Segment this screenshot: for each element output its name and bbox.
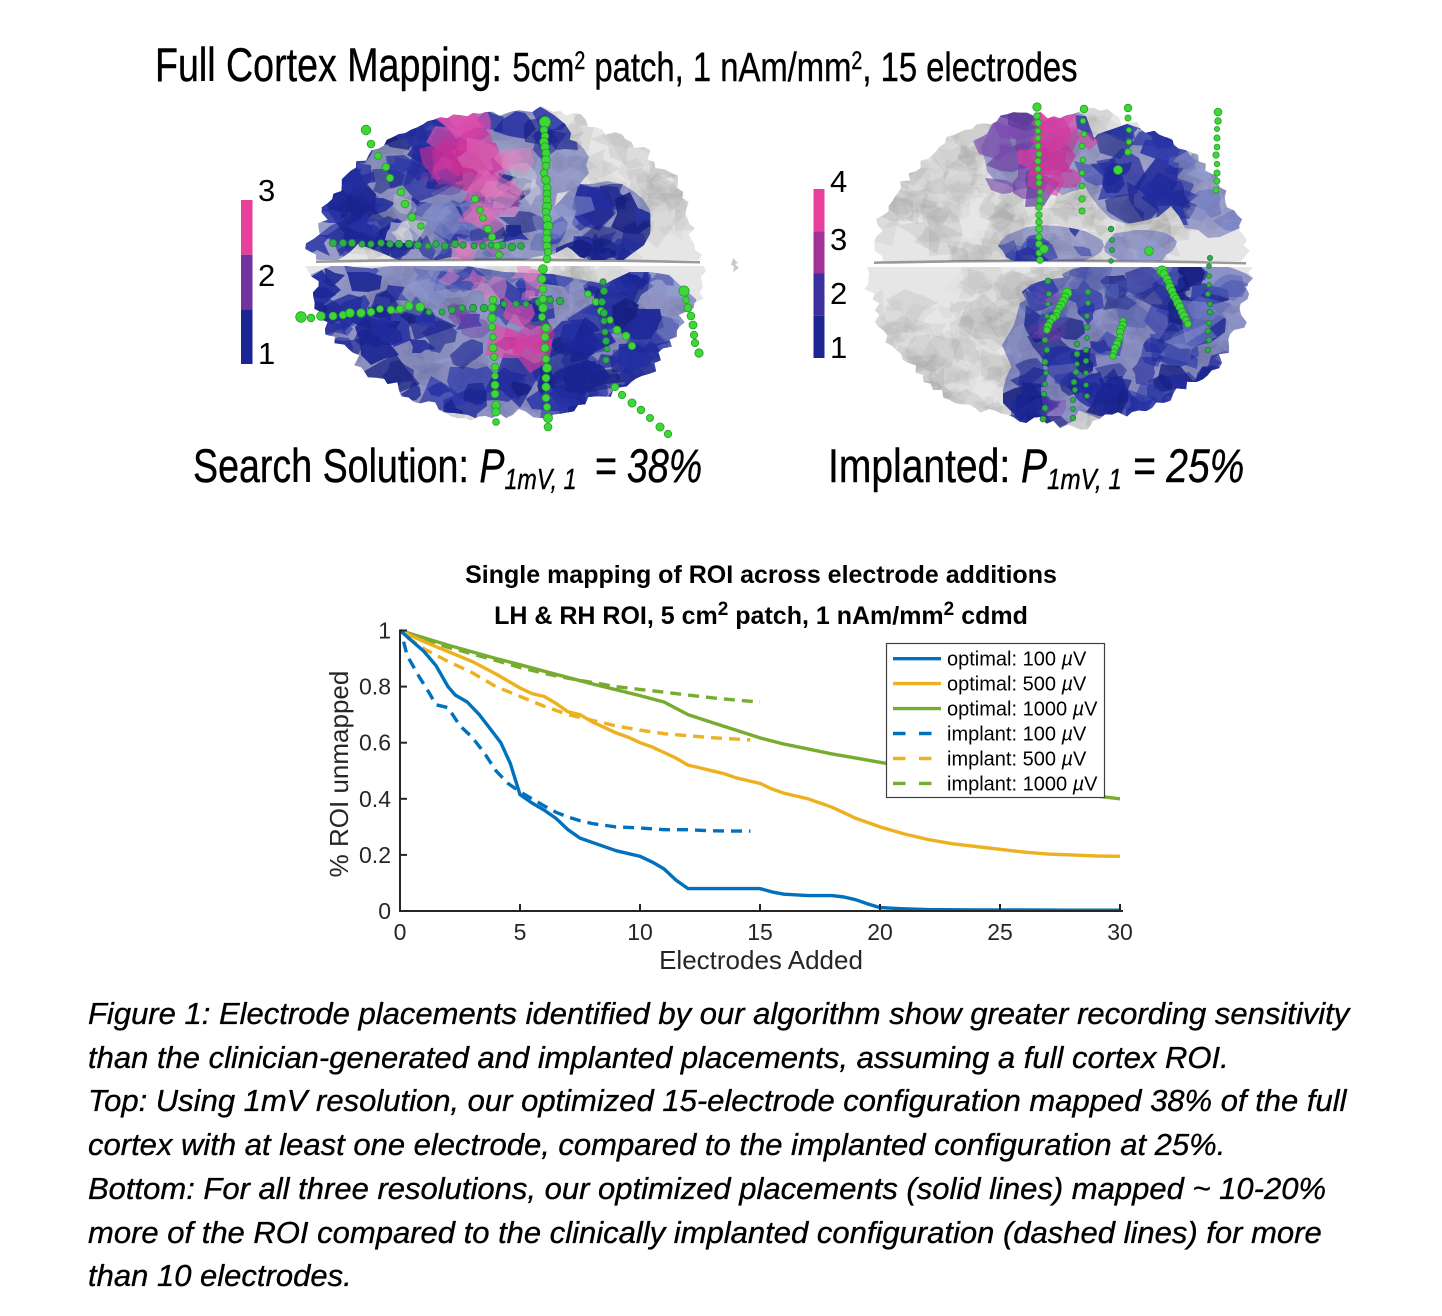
svg-text:% ROI unmapped: % ROI unmapped [324,671,354,878]
svg-text:0.2: 0.2 [359,842,391,868]
svg-text:implant: 1000 µV: implant: 1000 µV [947,773,1098,795]
svg-text:Single mapping of ROI across e: Single mapping of ROI across electrode a… [465,561,1057,589]
svg-text:30: 30 [1107,919,1133,945]
svg-text:10: 10 [627,919,653,945]
svg-text:1: 1 [830,330,847,365]
svg-text:0.4: 0.4 [359,786,391,812]
svg-text:5: 5 [514,919,527,945]
svg-text:1: 1 [378,618,391,644]
svg-text:optimal: 1000 µV: optimal: 1000 µV [947,699,1098,721]
svg-text:0.6: 0.6 [359,730,391,756]
svg-text:20: 20 [867,919,893,945]
svg-text:2: 2 [258,258,275,293]
svg-text:0: 0 [394,919,407,945]
svg-text:Electrodes Added: Electrodes Added [659,945,863,975]
svg-text:4: 4 [830,164,847,199]
svg-text:optimal: 100 µV: optimal: 100 µV [947,649,1087,671]
svg-text:1: 1 [258,336,275,371]
svg-text:implant: 500 µV: implant: 500 µV [947,749,1087,771]
svg-text:0.8: 0.8 [359,674,391,700]
svg-text:15: 15 [747,919,773,945]
svg-text:implant: 100 µV: implant: 100 µV [947,724,1087,746]
svg-text:LH & RH ROI, 5 cm2 patch, 1 nA: LH & RH ROI, 5 cm2 patch, 1 nAm/mm2 cdmd [494,599,1028,630]
svg-text:3: 3 [258,173,275,208]
svg-text:optimal: 500 µV: optimal: 500 µV [947,674,1087,696]
svg-text:25: 25 [987,919,1013,945]
svg-text:3: 3 [830,222,847,257]
svg-text:0: 0 [378,898,391,924]
svg-text:2: 2 [830,276,847,311]
